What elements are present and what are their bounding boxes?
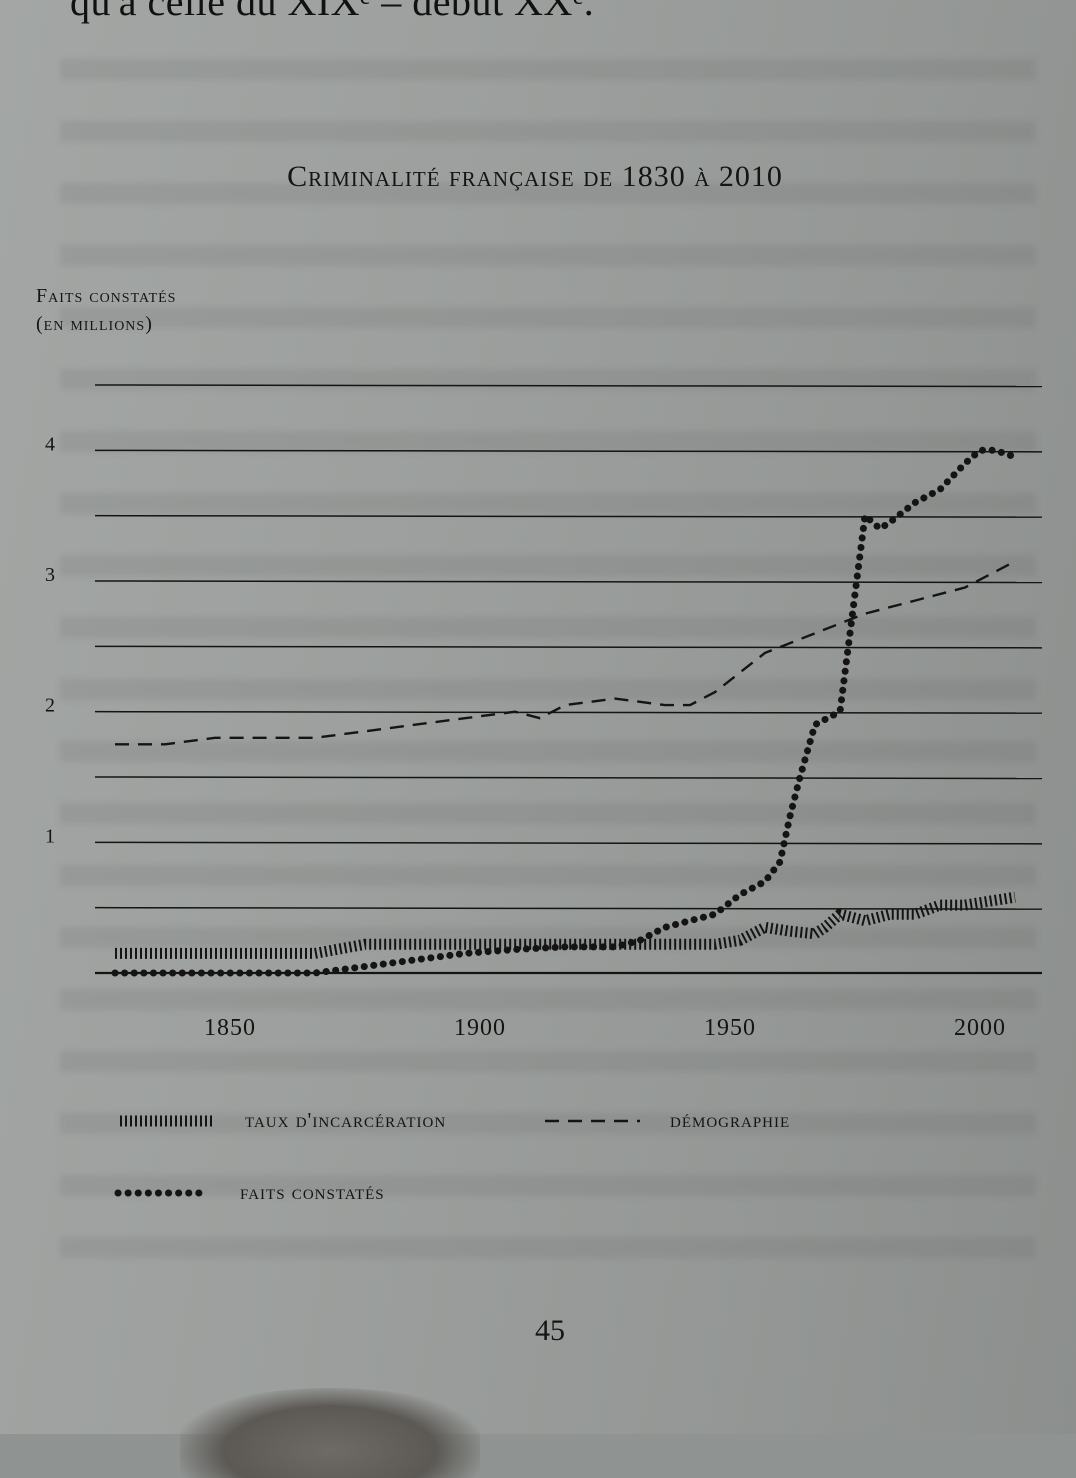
gridline-3 xyxy=(94,776,1043,780)
x-tick-label-1: 1900 xyxy=(454,1015,506,1041)
legend-label-dashed: démographie xyxy=(670,1108,790,1132)
point-dashed-5 xyxy=(365,731,366,732)
point-dotted-11 xyxy=(690,920,691,921)
gridline-1 xyxy=(94,906,1043,910)
series-line-hatched xyxy=(115,891,1016,959)
point-hatched-15 xyxy=(865,920,866,921)
gridline-7 xyxy=(94,514,1043,518)
point-dashed-4 xyxy=(315,737,316,738)
y-tick-label-3: 4 xyxy=(45,433,55,455)
gridline-8 xyxy=(94,449,1043,453)
y-axis-label-line-1: Faits constatés xyxy=(36,285,177,307)
point-dotted-5 xyxy=(465,953,466,954)
gridline-2 xyxy=(94,841,1043,845)
series-line-dashed xyxy=(115,560,1016,746)
line-chart: 1 2 3 4 1850 1900 1950 2000 taux d'incarcérati… xyxy=(45,384,1043,1204)
gridline-6 xyxy=(94,580,1043,584)
point-dashed-10 xyxy=(565,705,566,706)
x-tick-label-3: 2000 xyxy=(954,1015,1006,1041)
series-group xyxy=(111,446,1019,977)
point-dotted-13 xyxy=(740,894,741,895)
legend-label-hatched: taux d'incarcération xyxy=(245,1108,446,1132)
point-hatched-17 xyxy=(915,914,916,915)
legend: taux d'incarcération démographie faits con… xyxy=(114,1108,790,1204)
point-hatched-16 xyxy=(890,914,891,915)
top-text-fragment: qu'à celle du XIXᵉ – début XXᵉ. xyxy=(70,0,595,24)
point-dashed-21 xyxy=(1015,561,1016,562)
page-number: 45 xyxy=(535,1314,565,1347)
point-dashed-15 xyxy=(740,672,741,673)
legend-label-dotted: faits constatés xyxy=(240,1180,385,1204)
gridline-5 xyxy=(94,645,1043,649)
gridline-9 xyxy=(94,384,1043,388)
y-tick-label-0: 1 xyxy=(45,825,55,847)
gridline-4 xyxy=(94,710,1043,714)
x-tick-label-2: 1950 xyxy=(704,1015,756,1041)
point-dashed-18 xyxy=(865,613,866,614)
x-tick-label-0: 1850 xyxy=(204,1015,256,1041)
y-tick-labels: 1 2 3 4 xyxy=(45,433,55,847)
gridlines xyxy=(94,384,1043,975)
y-axis-label: Faits constatés (en millions) xyxy=(36,282,176,338)
x-tick-labels: 1850 1900 1950 2000 xyxy=(204,1015,1006,1041)
chart-title: Criminalité française de 1830 à 2010 xyxy=(287,160,783,193)
y-tick-label-2: 3 xyxy=(45,564,55,586)
point-hatched-10 xyxy=(765,927,766,928)
fabric-fuzz xyxy=(180,1388,480,1478)
y-axis-label-line-2: (en millions) xyxy=(36,313,153,335)
point-dotted-29 xyxy=(1015,456,1016,457)
point-dotted-14 xyxy=(765,881,766,882)
series-line-dotted xyxy=(111,446,1019,977)
y-tick-label-1: 2 xyxy=(45,695,55,717)
